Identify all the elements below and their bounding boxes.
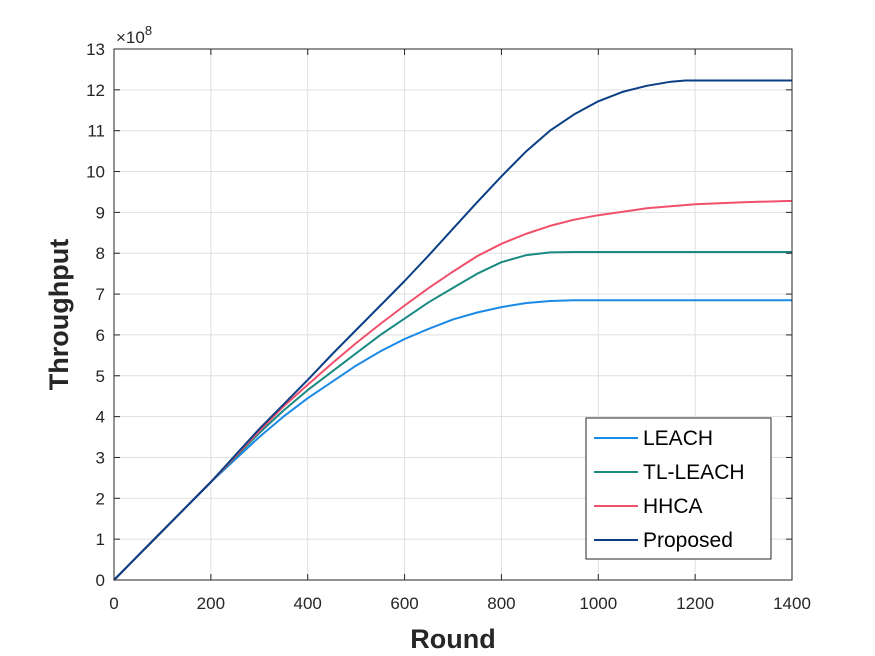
series-line-tl-leach <box>113 251 792 581</box>
y-tick-label: 8 <box>96 244 105 263</box>
x-tick-label: 600 <box>390 594 418 613</box>
x-tick-label: 0 <box>109 594 118 613</box>
x-tick-label: 200 <box>197 594 225 613</box>
y-tick-label: 4 <box>96 408 105 427</box>
y-tick-label: 13 <box>86 40 105 59</box>
legend-label-leach: LEACH <box>643 427 713 450</box>
y-axis-exponent-power: 8 <box>145 23 152 38</box>
y-tick-label: 10 <box>86 163 105 182</box>
x-axis-title: Round <box>410 624 495 654</box>
y-tick-label: 6 <box>96 326 105 345</box>
x-tick-label: 400 <box>294 594 322 613</box>
legend-label-tl-leach: TL-LEACH <box>643 461 745 484</box>
y-tick-label: 11 <box>87 122 105 141</box>
axis-ticks <box>113 48 793 581</box>
y-tick-label: 0 <box>96 571 105 590</box>
x-tick-label: 800 <box>487 594 515 613</box>
x-tick-label: 1200 <box>676 594 714 613</box>
y-axis-title: Throughput <box>44 239 74 390</box>
plot-area-frame <box>113 48 793 581</box>
tick-labels: 0 200 400 600 800 1000 1200 1400012345678910111… <box>86 40 811 613</box>
y-tick-label: 1 <box>96 530 105 549</box>
series-line-proposed <box>113 79 792 581</box>
series-line-leach <box>113 299 792 581</box>
x-tick-label: 1400 <box>773 594 811 613</box>
legend-label-hhca: HHCA <box>643 495 703 518</box>
y-tick-label: 7 <box>96 285 105 304</box>
y-tick-label: 3 <box>96 448 105 467</box>
y-axis-exponent-base: ×10 <box>116 28 145 47</box>
y-axis-exponent: ×108 <box>116 23 152 47</box>
x-tick-label: 1000 <box>579 594 617 613</box>
y-tick-label: 5 <box>96 367 105 386</box>
legend-label-proposed: Proposed <box>643 529 733 552</box>
legend-box <box>585 417 772 560</box>
legend: LEACH TL-LEACH HHCA Proposed <box>585 417 772 560</box>
y-tick-label: 9 <box>96 203 105 222</box>
y-tick-label: 12 <box>86 81 105 100</box>
series-lines <box>113 79 793 581</box>
series-line-hhca <box>113 199 793 581</box>
y-tick-label: 2 <box>96 489 105 508</box>
